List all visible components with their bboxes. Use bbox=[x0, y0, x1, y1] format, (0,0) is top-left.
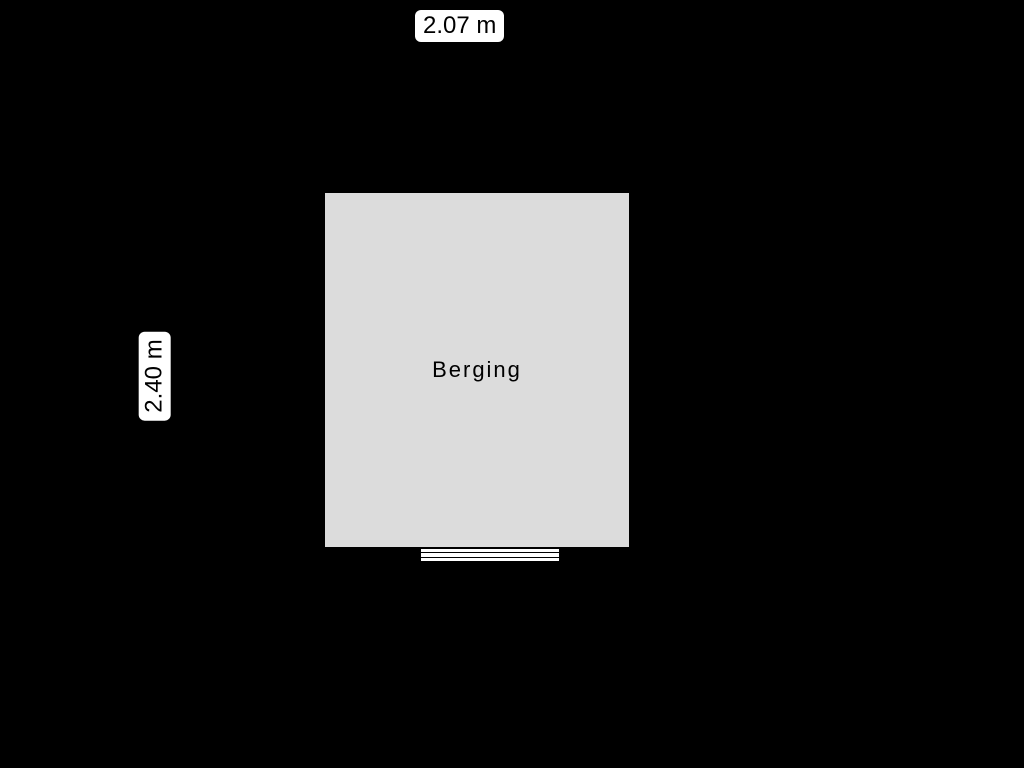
dimension-height-label: 2.40 m bbox=[139, 331, 171, 420]
floorplan-canvas: Berging 2.07 m 2.40 m bbox=[0, 0, 1024, 768]
dimension-width-label: 2.07 m bbox=[415, 10, 504, 42]
door-threshold bbox=[420, 548, 560, 562]
room-label: Berging bbox=[432, 357, 522, 383]
room-berging: Berging bbox=[322, 190, 632, 550]
